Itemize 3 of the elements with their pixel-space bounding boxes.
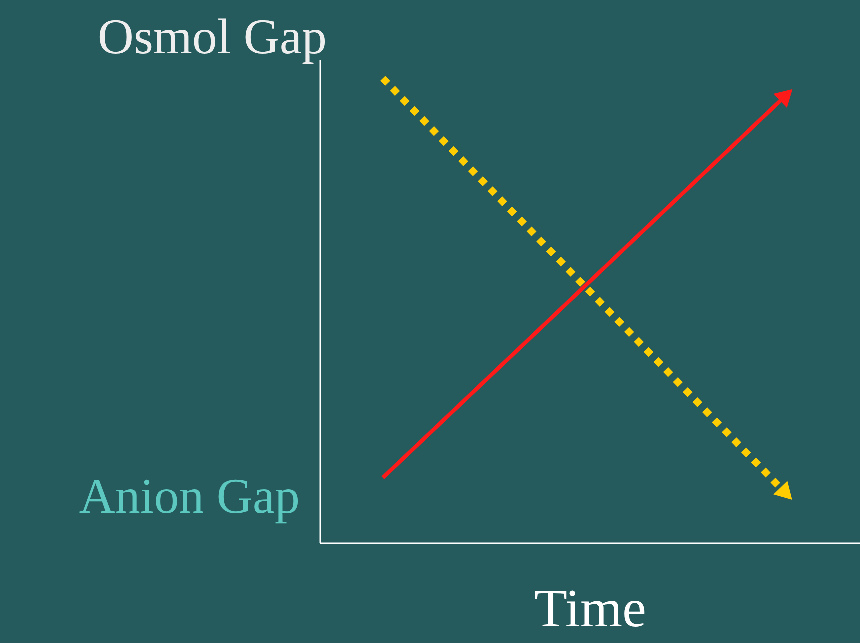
series-label: Osmol Gap [98,8,328,65]
x-axis-title: Time [534,578,647,638]
series-label: Anion Gap [79,468,300,524]
